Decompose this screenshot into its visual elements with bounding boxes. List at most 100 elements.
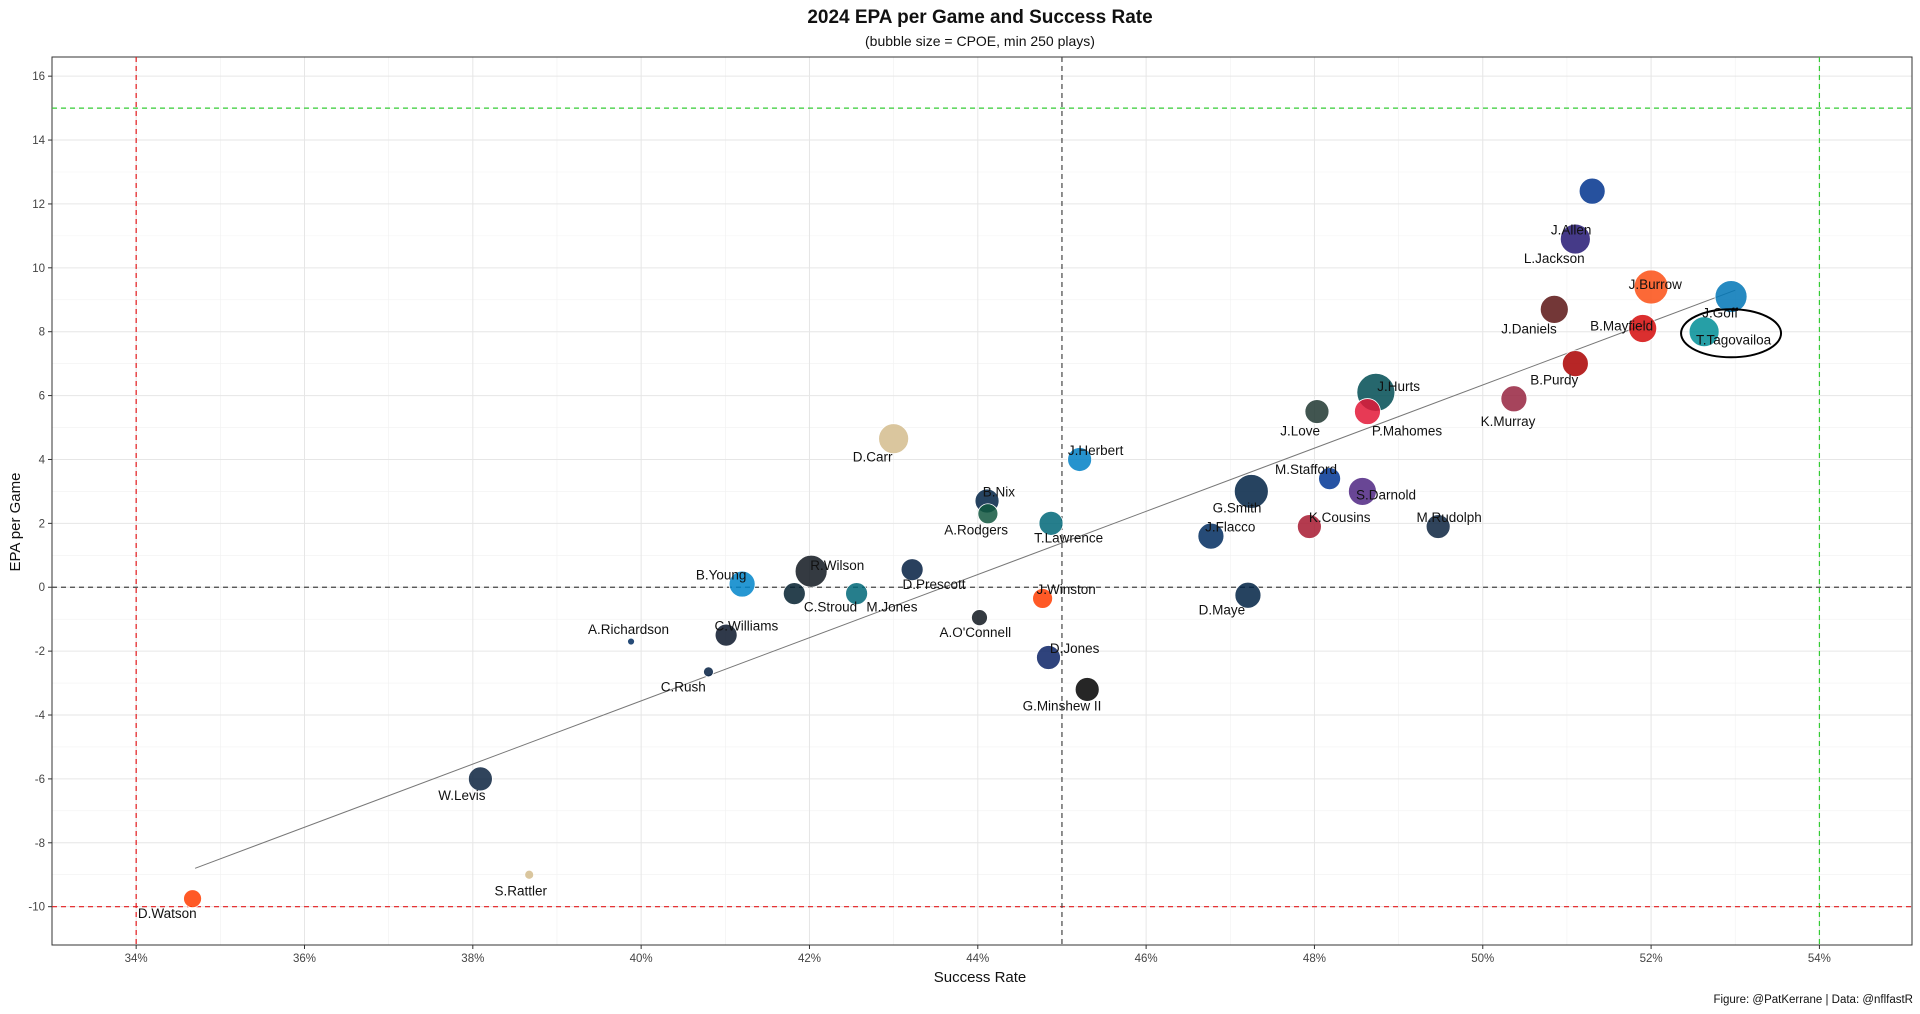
qb-bubble[interactable]: G.Minshew II bbox=[1074, 677, 1100, 702]
qb-bubble[interactable]: D.Maye bbox=[1234, 581, 1262, 609]
qb-label: J.Daniels bbox=[1501, 322, 1557, 337]
qb-label: K.Murray bbox=[1481, 414, 1536, 429]
y-tick-label: -8 bbox=[35, 838, 45, 850]
qb-label: J.Burrow bbox=[1629, 277, 1683, 292]
qb-bubble[interactable]: G.Smith bbox=[1233, 474, 1269, 509]
qb-label: J.Hurts bbox=[1377, 379, 1420, 394]
qb-bubble[interactable]: C.Stroud bbox=[782, 582, 806, 606]
qb-bubble[interactable]: P.Mahomes bbox=[1354, 398, 1381, 425]
y-tick-label: 4 bbox=[39, 454, 46, 466]
qb-label: M.Stafford bbox=[1275, 462, 1337, 477]
qb-label: G.Minshew II bbox=[1023, 698, 1102, 713]
qb-label: D.Jones bbox=[1050, 641, 1100, 656]
y-tick-label: 0 bbox=[39, 582, 45, 594]
plot-border bbox=[51, 56, 1913, 946]
qb-label: J.Allen bbox=[1551, 222, 1592, 237]
qb-label: A.O'Connell bbox=[939, 625, 1011, 640]
qb-bubble[interactable]: D.Carr bbox=[878, 423, 910, 455]
qb-label: L.Jackson bbox=[1524, 251, 1585, 266]
qb-label: T.Lawrence bbox=[1034, 531, 1103, 546]
y-tick-label: 8 bbox=[39, 327, 45, 339]
x-tick-label: 42% bbox=[798, 953, 821, 965]
qb-bubble[interactable]: A.Richardson bbox=[627, 637, 635, 646]
y-axis-title: EPA per Game bbox=[7, 473, 24, 572]
qb-bubble[interactable]: D.Watson bbox=[183, 889, 202, 909]
y-tick-label: 6 bbox=[39, 391, 45, 403]
qb-bubble[interactable]: J.Daniels bbox=[1539, 294, 1569, 324]
qb-label: G.Smith bbox=[1213, 500, 1262, 515]
qb-label: S.Rattler bbox=[495, 884, 548, 899]
qb-label: A.Richardson bbox=[588, 622, 669, 637]
qb-bubble[interactable]: M.Jones bbox=[845, 582, 868, 606]
chart-subtitle: (bubble size = CPOE, min 250 plays) bbox=[865, 33, 1095, 49]
trend-line bbox=[194, 289, 1736, 869]
qb-label: A.Rodgers bbox=[944, 523, 1008, 538]
y-tick-label: -2 bbox=[35, 646, 45, 658]
qb-bubble[interactable]: J.Herbert bbox=[1067, 447, 1093, 472]
qb-label: K.Cousins bbox=[1309, 510, 1371, 525]
x-tick-label: 34% bbox=[125, 953, 148, 965]
qb-bubble[interactable]: J.Flacco bbox=[1197, 522, 1225, 550]
y-tick-label: 2 bbox=[39, 518, 45, 530]
qb-bubble[interactable]: B.Purdy bbox=[1561, 350, 1589, 378]
qb-label: C.Rush bbox=[661, 679, 706, 694]
qb-label: M.Jones bbox=[866, 599, 917, 614]
qb-label: C.Williams bbox=[714, 619, 778, 634]
qb-bubble[interactable]: D.Prescott bbox=[900, 558, 924, 582]
qb-label: D.Maye bbox=[1199, 603, 1246, 618]
qb-bubble[interactable]: A.O'Connell bbox=[971, 609, 988, 626]
qb-label: P.Mahomes bbox=[1372, 424, 1443, 439]
qb-label: S.Darnold bbox=[1356, 488, 1416, 503]
qb-bubble[interactable]: B.Young bbox=[728, 570, 756, 598]
qb-label: J.Love bbox=[1280, 424, 1320, 439]
qb-bubble[interactable]: K.Cousins bbox=[1296, 514, 1322, 539]
x-tick-label: 40% bbox=[630, 953, 653, 965]
qb-label: J.Winston bbox=[1037, 582, 1096, 597]
qb-bubble[interactable]: J.Goff bbox=[1714, 280, 1748, 313]
qb-bubble[interactable]: L.Jackson bbox=[1559, 223, 1591, 255]
plot-area: 34% 36% 38% 40% 42% 44% 46% 48% 50% 52% 54% -10 -8 -6… bbox=[28, 56, 1913, 965]
qb-bubble[interactable]: T.Lawrence bbox=[1038, 510, 1064, 536]
x-tick-label: 52% bbox=[1640, 953, 1663, 965]
qb-bubble[interactable]: S.Darnold bbox=[1348, 477, 1377, 506]
qb-bubble[interactable]: W.Levis bbox=[467, 766, 493, 792]
y-tick-label: -10 bbox=[28, 902, 45, 914]
x-tick-label: 36% bbox=[293, 953, 316, 965]
qb-bubble[interactable]: R.Wilson bbox=[794, 554, 828, 588]
qb-bubble[interactable]: J.Burrow bbox=[1633, 269, 1669, 305]
qb-bubble[interactable]: J.Love bbox=[1304, 399, 1330, 424]
x-tick-label: 44% bbox=[966, 953, 989, 965]
qb-label: D.Carr bbox=[853, 449, 893, 464]
qb-bubble[interactable]: M.Rudolph bbox=[1425, 514, 1451, 539]
qb-bubble[interactable]: J.Winston bbox=[1032, 588, 1053, 609]
qb-bubble[interactable]: C.Rush bbox=[703, 666, 714, 678]
highlight-ellipse bbox=[1680, 308, 1783, 359]
qb-label: D.Prescott bbox=[903, 577, 966, 592]
qb-label: T.Tagovailoa bbox=[1696, 333, 1772, 348]
qb-label: J.Herbert bbox=[1068, 443, 1124, 458]
y-tick-label: -4 bbox=[35, 710, 46, 722]
chart-caption: Figure: @PatKerrane | Data: @nflfastR bbox=[1713, 994, 1913, 1006]
qb-label: D.Watson bbox=[138, 906, 197, 921]
qb-bubble[interactable]: S.Rattler bbox=[524, 869, 535, 880]
qb-bubble[interactable]: D.Jones bbox=[1036, 645, 1061, 670]
qb-bubble[interactable]: C.Williams bbox=[714, 623, 738, 647]
y-tick-label: 10 bbox=[32, 263, 45, 275]
qb-bubble[interactable]: B.Mayfield bbox=[1628, 314, 1658, 343]
qb-label: B.Young bbox=[696, 567, 747, 582]
qb-bubble[interactable]: T.Tagovailoa bbox=[1688, 316, 1720, 348]
qb-label: R.Wilson bbox=[810, 558, 864, 573]
qb-bubble[interactable]: J.Allen bbox=[1578, 177, 1606, 205]
y-tick-label: -6 bbox=[35, 774, 45, 786]
qb-bubble[interactable]: K.Murray bbox=[1500, 385, 1528, 413]
qb-bubble[interactable]: A.Rodgers bbox=[977, 503, 999, 525]
qb-label: M.Rudolph bbox=[1416, 510, 1481, 525]
qb-label: B.Mayfield bbox=[1590, 318, 1653, 333]
qb-label: C.Stroud bbox=[804, 599, 857, 614]
qb-bubble[interactable]: M.Stafford bbox=[1318, 467, 1341, 491]
x-tick-label: 48% bbox=[1303, 953, 1326, 965]
x-tick-label: 38% bbox=[461, 953, 484, 965]
x-tick-label: 50% bbox=[1471, 953, 1494, 965]
